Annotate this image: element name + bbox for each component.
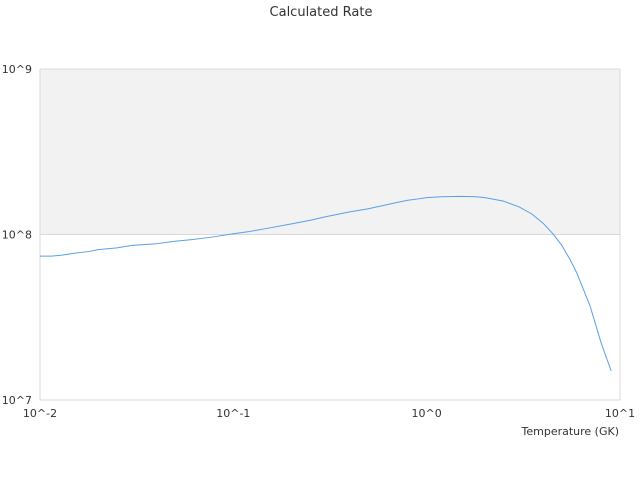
x-tick-label: 10^-2 bbox=[23, 407, 57, 420]
y-tick-label: 10^9 bbox=[2, 63, 32, 76]
x-axis-ticks: 10^-2 10^-1 10^0 10^1 bbox=[23, 407, 635, 420]
x-tick-label: 10^-1 bbox=[216, 407, 250, 420]
y-tick-label: 10^8 bbox=[2, 229, 32, 242]
y-axis-ticks: 10^7 10^8 10^9 bbox=[2, 63, 32, 407]
x-tick-label: 10^1 bbox=[605, 407, 635, 420]
series-line bbox=[40, 195, 612, 372]
plot-area bbox=[39, 68, 621, 401]
shaded-band bbox=[40, 69, 620, 235]
x-tick-label: 10^0 bbox=[412, 407, 442, 420]
y-tick-label: 10^7 bbox=[2, 394, 32, 407]
chart-title: Calculated Rate bbox=[270, 5, 373, 20]
x-axis-title: Temperature (GK) bbox=[521, 425, 620, 438]
